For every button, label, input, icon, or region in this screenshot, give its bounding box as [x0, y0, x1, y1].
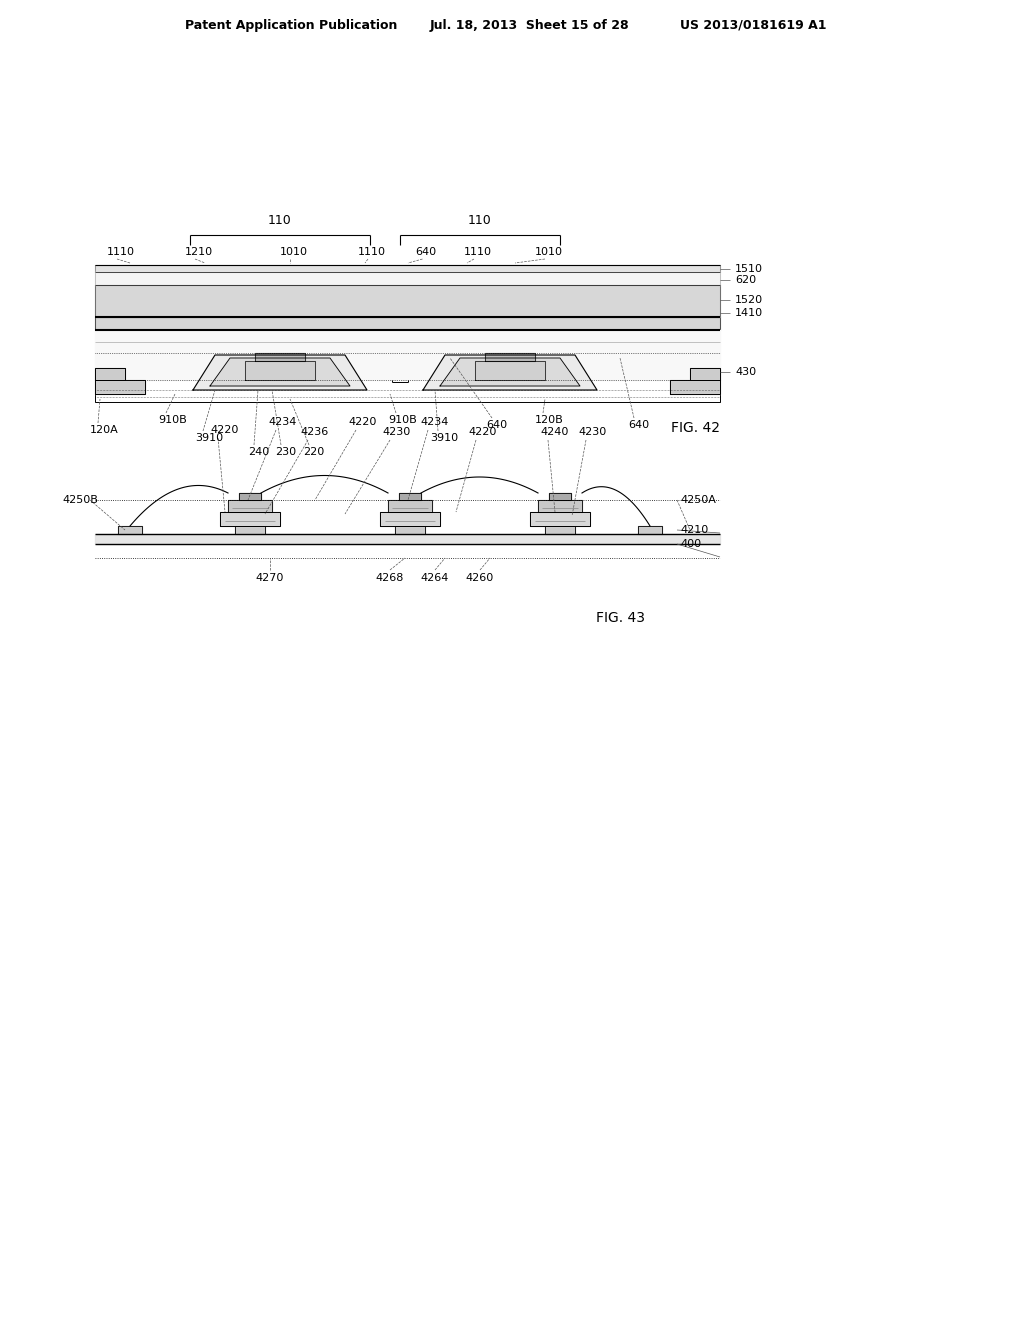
- Text: 1010: 1010: [280, 247, 308, 257]
- Text: 120A: 120A: [90, 425, 119, 436]
- Polygon shape: [228, 500, 272, 512]
- Polygon shape: [545, 525, 575, 535]
- Text: 1110: 1110: [358, 247, 386, 257]
- Polygon shape: [670, 380, 720, 393]
- Text: 4270: 4270: [256, 573, 285, 583]
- Text: 120B: 120B: [535, 414, 564, 425]
- Text: 910B: 910B: [158, 414, 186, 425]
- Text: 1010: 1010: [535, 247, 563, 257]
- Text: 4250A: 4250A: [680, 495, 716, 506]
- Text: 910B: 910B: [388, 414, 417, 425]
- Text: 230: 230: [275, 447, 296, 457]
- Text: FIG. 42: FIG. 42: [671, 421, 720, 436]
- Polygon shape: [234, 525, 265, 535]
- Text: 4260: 4260: [466, 573, 495, 583]
- Text: 1510: 1510: [735, 264, 763, 275]
- Text: 1210: 1210: [185, 247, 213, 257]
- Polygon shape: [220, 512, 280, 525]
- Text: 3910: 3910: [195, 433, 223, 444]
- Text: 1520: 1520: [735, 294, 763, 305]
- Polygon shape: [538, 500, 582, 512]
- Polygon shape: [388, 500, 432, 512]
- Text: 620: 620: [735, 275, 756, 285]
- Text: 430: 430: [735, 367, 756, 378]
- Text: 4264: 4264: [421, 573, 450, 583]
- Polygon shape: [245, 360, 315, 380]
- Polygon shape: [530, 512, 590, 525]
- Text: 4236: 4236: [300, 426, 329, 437]
- Polygon shape: [638, 525, 662, 535]
- Polygon shape: [95, 368, 125, 380]
- Text: Jul. 18, 2013  Sheet 15 of 28: Jul. 18, 2013 Sheet 15 of 28: [430, 18, 630, 32]
- Text: 4220: 4220: [210, 425, 239, 436]
- Text: 640: 640: [628, 420, 649, 430]
- Text: 4234: 4234: [420, 417, 449, 426]
- Text: 240: 240: [248, 447, 269, 457]
- Text: 4240: 4240: [540, 426, 568, 437]
- Polygon shape: [440, 358, 580, 385]
- Text: 1110: 1110: [464, 247, 492, 257]
- Text: 400: 400: [680, 539, 701, 549]
- Text: 1110: 1110: [106, 247, 135, 257]
- Polygon shape: [239, 492, 261, 500]
- Text: FIG. 43: FIG. 43: [596, 611, 644, 624]
- Text: 4250B: 4250B: [62, 495, 98, 506]
- Text: 4210: 4210: [680, 525, 709, 535]
- Polygon shape: [380, 512, 440, 525]
- Polygon shape: [485, 352, 535, 360]
- Text: 110: 110: [268, 214, 292, 227]
- Text: 110: 110: [468, 214, 492, 227]
- Polygon shape: [118, 525, 142, 535]
- Polygon shape: [690, 368, 720, 380]
- Polygon shape: [193, 355, 367, 389]
- Polygon shape: [95, 380, 145, 393]
- Text: 3910: 3910: [430, 433, 458, 444]
- Polygon shape: [95, 535, 720, 544]
- Text: US 2013/0181619 A1: US 2013/0181619 A1: [680, 18, 826, 32]
- Polygon shape: [395, 525, 425, 535]
- Text: 640: 640: [415, 247, 436, 257]
- Text: 4234: 4234: [268, 417, 296, 426]
- Polygon shape: [475, 360, 545, 380]
- Text: 1410: 1410: [735, 308, 763, 318]
- Text: 220: 220: [303, 447, 325, 457]
- Polygon shape: [423, 355, 597, 389]
- Text: Patent Application Publication: Patent Application Publication: [185, 18, 397, 32]
- Text: 4220: 4220: [348, 417, 377, 426]
- Polygon shape: [399, 492, 421, 500]
- Text: 4230: 4230: [578, 426, 606, 437]
- Text: 4220: 4220: [468, 426, 497, 437]
- Polygon shape: [255, 352, 305, 360]
- Polygon shape: [210, 358, 350, 385]
- Text: 4230: 4230: [382, 426, 411, 437]
- Polygon shape: [549, 492, 571, 500]
- Bar: [95, 265, 720, 403]
- Text: 4268: 4268: [376, 573, 404, 583]
- Text: 640: 640: [486, 420, 507, 430]
